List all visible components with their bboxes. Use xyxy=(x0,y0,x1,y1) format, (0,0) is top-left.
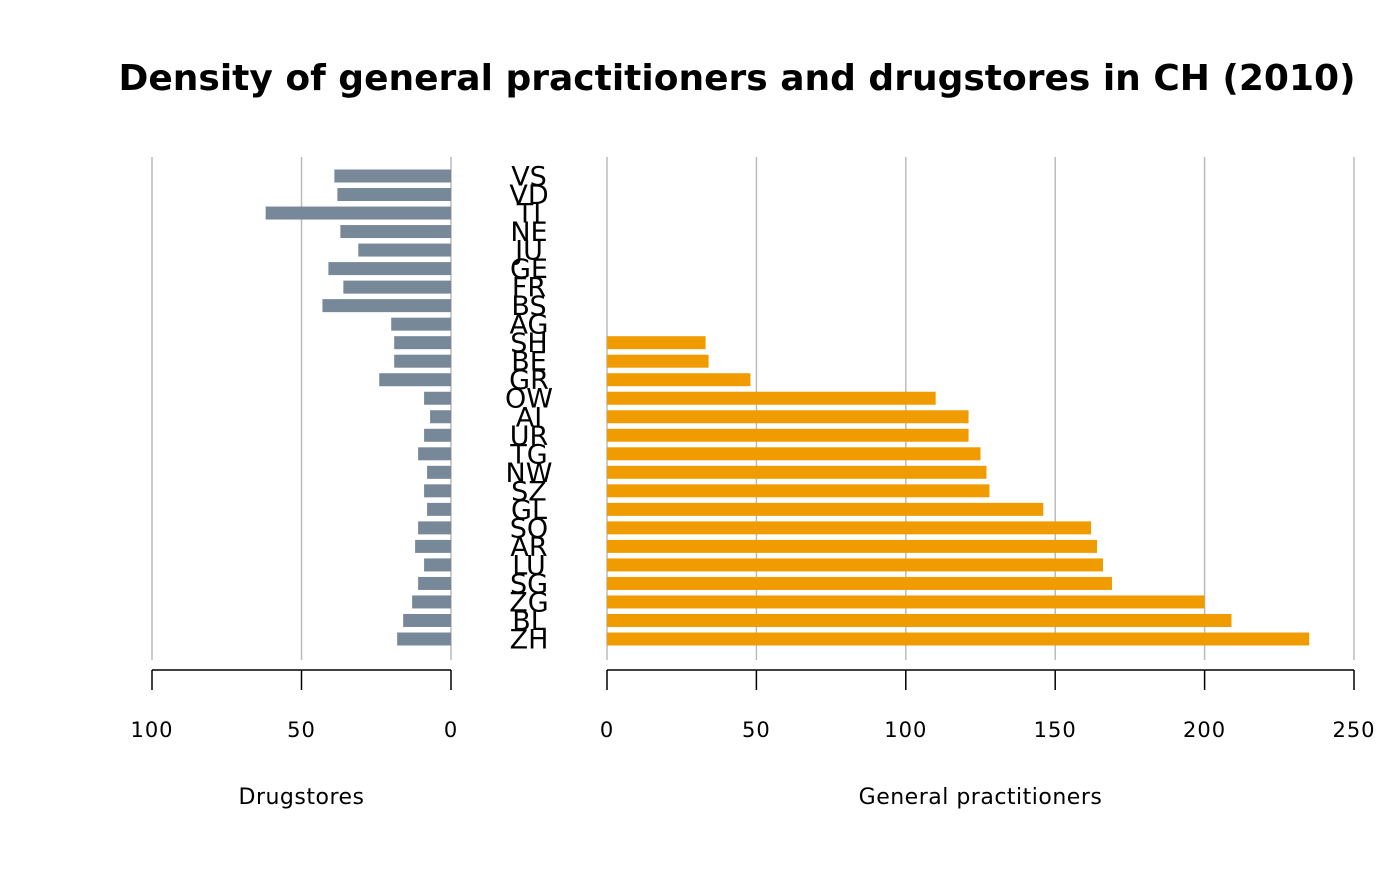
category-label: FR xyxy=(512,273,546,304)
x-tick-label: 0 xyxy=(444,718,458,742)
bar xyxy=(607,521,1092,535)
category-label: SZ xyxy=(511,476,547,507)
bar xyxy=(607,484,990,498)
axis-title: General practitioners xyxy=(859,785,1103,810)
x-tick-label: 200 xyxy=(1183,718,1226,742)
bar xyxy=(391,317,451,331)
category-label: SG xyxy=(510,569,548,600)
bar xyxy=(394,354,451,368)
category-label: NW xyxy=(506,458,553,489)
bar xyxy=(337,188,451,202)
bar xyxy=(427,465,451,479)
bar xyxy=(607,465,987,479)
chart-title: Density of general practitioners and dru… xyxy=(118,58,1355,99)
bar xyxy=(430,410,451,424)
bar xyxy=(334,169,451,183)
bar xyxy=(418,521,451,535)
x-tick-label: 50 xyxy=(287,718,316,742)
category-label: ZG xyxy=(509,587,548,618)
bar xyxy=(607,539,1098,553)
category-label: TG xyxy=(509,439,547,470)
bar xyxy=(607,336,706,350)
bar xyxy=(265,206,451,220)
bar xyxy=(607,428,969,442)
bar xyxy=(328,262,451,276)
category-label: AR xyxy=(510,532,547,563)
category-label: SH xyxy=(510,328,547,359)
bar xyxy=(418,576,451,590)
bar xyxy=(607,613,1232,627)
bar xyxy=(394,336,451,350)
bar xyxy=(424,484,451,498)
bar xyxy=(424,558,451,572)
bar xyxy=(424,428,451,442)
category-label: BE xyxy=(511,347,547,378)
category-label: OW xyxy=(505,384,553,415)
bar xyxy=(607,410,969,424)
x-tick-label: 100 xyxy=(884,718,927,742)
x-tick-label: 0 xyxy=(600,718,614,742)
x-tick-label: 250 xyxy=(1332,718,1375,742)
bar xyxy=(412,595,451,609)
bar xyxy=(343,280,451,294)
category-label: GR xyxy=(509,365,549,396)
bar xyxy=(424,391,451,405)
bar xyxy=(607,373,751,387)
category-label: GE xyxy=(510,254,548,285)
x-tick-label: 100 xyxy=(130,718,173,742)
bar xyxy=(418,447,451,461)
bar xyxy=(427,502,451,516)
bar xyxy=(607,558,1104,572)
x-tick-label: 150 xyxy=(1034,718,1077,742)
bar xyxy=(415,539,451,553)
bar xyxy=(403,613,451,627)
category-label: BS xyxy=(511,291,546,322)
category-label: LU xyxy=(512,550,545,581)
category-label: SO xyxy=(510,513,548,544)
bar xyxy=(607,595,1205,609)
category-label: JU xyxy=(513,236,543,267)
bar xyxy=(379,373,451,387)
category-label: NE xyxy=(510,217,547,248)
category-label: AI xyxy=(516,402,542,433)
bar xyxy=(322,299,451,313)
bar xyxy=(607,502,1044,516)
bar xyxy=(607,391,936,405)
category-label: TI xyxy=(516,199,541,230)
bar xyxy=(607,447,981,461)
bar xyxy=(607,354,709,368)
category-label: VD xyxy=(509,180,548,211)
bar xyxy=(607,576,1112,590)
x-tick-label: 50 xyxy=(742,718,771,742)
category-label: UR xyxy=(510,421,549,452)
bar xyxy=(397,632,451,646)
bar xyxy=(607,632,1310,646)
bar xyxy=(340,225,451,239)
category-label: VS xyxy=(511,162,547,193)
bar xyxy=(358,243,451,257)
category-label: BL xyxy=(512,606,546,637)
category-label: GL xyxy=(511,495,547,526)
axis-title: Drugstores xyxy=(239,785,365,810)
category-label: AG xyxy=(510,310,549,341)
category-label: ZH xyxy=(510,625,549,656)
